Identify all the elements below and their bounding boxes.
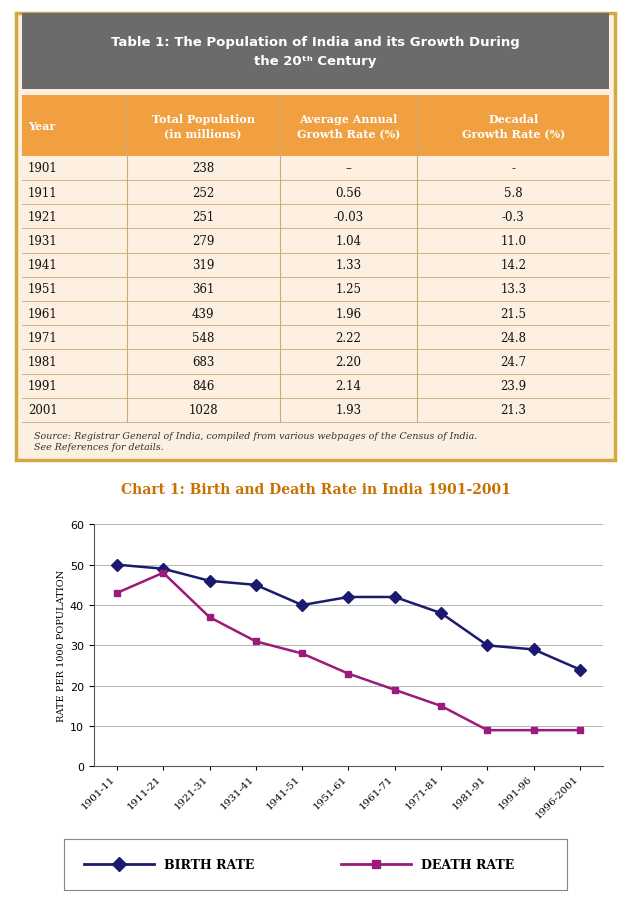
- Text: Chart 1: Birth and Death Rate in India 1901-2001: Chart 1: Birth and Death Rate in India 1…: [121, 482, 510, 497]
- Bar: [21, 97, 610, 156]
- Text: 251: 251: [192, 210, 215, 224]
- Text: 21.5: 21.5: [500, 307, 526, 321]
- Text: 13.3: 13.3: [500, 283, 526, 296]
- Text: 1991: 1991: [28, 380, 57, 393]
- Text: 5.8: 5.8: [504, 186, 522, 200]
- Text: 1.96: 1.96: [336, 307, 362, 321]
- Text: 1961: 1961: [28, 307, 57, 321]
- Text: 1971: 1971: [28, 331, 57, 344]
- Text: 1931: 1931: [28, 235, 57, 247]
- Text: Average Annual
Growth Rate (%): Average Annual Growth Rate (%): [297, 114, 400, 139]
- Text: 361: 361: [192, 283, 215, 296]
- Text: 1901: 1901: [28, 163, 57, 175]
- Bar: [21, 14, 610, 89]
- Text: 2001: 2001: [28, 404, 57, 417]
- Text: 548: 548: [192, 331, 215, 344]
- Text: Table 1: The Population of India and its Growth During
the 20ᵗʰ Century: Table 1: The Population of India and its…: [111, 35, 520, 68]
- Text: 1.04: 1.04: [336, 235, 362, 247]
- Text: Year: Year: [28, 121, 55, 132]
- Text: 24.7: 24.7: [500, 356, 526, 368]
- Text: 1981: 1981: [28, 356, 57, 368]
- Text: BIRTH RATE: BIRTH RATE: [165, 858, 255, 870]
- FancyBboxPatch shape: [16, 14, 615, 461]
- Text: -0.03: -0.03: [333, 210, 363, 224]
- Text: 14.2: 14.2: [500, 259, 526, 272]
- Text: –: –: [346, 163, 351, 175]
- Text: 683: 683: [192, 356, 215, 368]
- Text: DEATH RATE: DEATH RATE: [422, 858, 514, 870]
- Text: 252: 252: [192, 186, 215, 200]
- Text: 279: 279: [192, 235, 215, 247]
- Text: 1.25: 1.25: [336, 283, 362, 296]
- Text: 2.20: 2.20: [336, 356, 362, 368]
- Text: 21.3: 21.3: [500, 404, 526, 417]
- Text: 319: 319: [192, 259, 215, 272]
- Text: 1028: 1028: [188, 404, 218, 417]
- Text: 238: 238: [192, 163, 215, 175]
- Y-axis label: RATE PER 1000 POPULATION: RATE PER 1000 POPULATION: [57, 570, 66, 721]
- Text: Total Population
(in millions): Total Population (in millions): [151, 114, 254, 139]
- Text: 23.9: 23.9: [500, 380, 526, 393]
- Text: 1941: 1941: [28, 259, 57, 272]
- Text: 1911: 1911: [28, 186, 57, 200]
- Text: 846: 846: [192, 380, 215, 393]
- Text: 1951: 1951: [28, 283, 57, 296]
- Text: 1921: 1921: [28, 210, 57, 224]
- Text: 2.22: 2.22: [336, 331, 362, 344]
- Text: -0.3: -0.3: [502, 210, 525, 224]
- Text: 0.56: 0.56: [335, 186, 362, 200]
- Text: 24.8: 24.8: [500, 331, 526, 344]
- Text: 1.93: 1.93: [336, 404, 362, 417]
- Text: Decadal
Growth Rate (%): Decadal Growth Rate (%): [462, 114, 565, 139]
- Text: -: -: [511, 163, 516, 175]
- Text: 2.14: 2.14: [336, 380, 362, 393]
- Text: 439: 439: [192, 307, 215, 321]
- Text: 11.0: 11.0: [500, 235, 526, 247]
- Text: 1.33: 1.33: [336, 259, 362, 272]
- Text: Source: Registrar General of India, compiled from various webpages of the Census: Source: Registrar General of India, comp…: [34, 431, 477, 452]
